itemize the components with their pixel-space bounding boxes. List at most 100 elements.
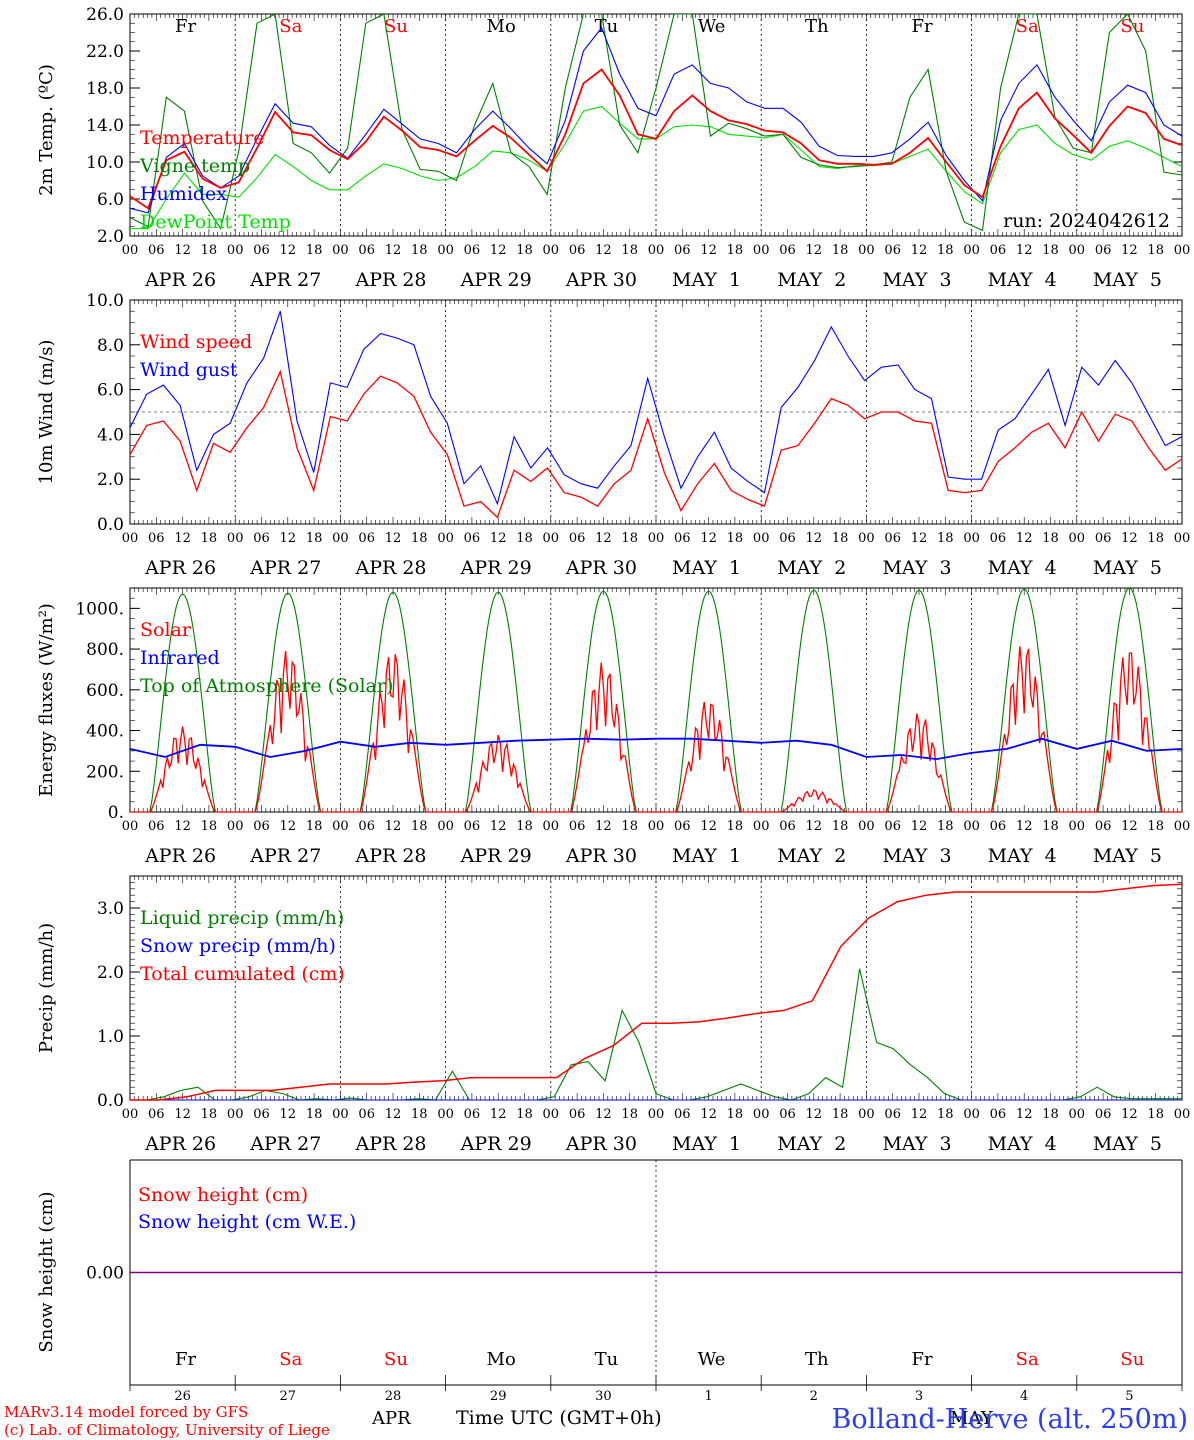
legend-entry: Snow precip (mm/h) xyxy=(140,935,336,957)
x-date-label: APR 29 xyxy=(460,1133,532,1155)
day-name-label: Su xyxy=(1120,16,1144,37)
x-hour-label: 12 xyxy=(806,819,823,834)
x-date-label: MAY 2 xyxy=(777,845,846,867)
x-hour-label: 18 xyxy=(201,819,218,834)
x-date-label: MAY 1 xyxy=(672,845,741,867)
legend-entry: Temperature xyxy=(140,127,264,149)
x-hour-label: 12 xyxy=(280,819,297,834)
x-hour-label: 06 xyxy=(674,531,691,546)
x-hour-label: 12 xyxy=(700,531,717,546)
x-hour-label: 12 xyxy=(1016,1107,1033,1122)
legend-entry: Snow height (cm W.E.) xyxy=(138,1211,356,1233)
footer-copyright-line: (c) Lab. of Climatology, University of L… xyxy=(4,1421,330,1439)
y-tick-label: 0. xyxy=(108,803,124,823)
x-hour-label: 06 xyxy=(884,531,901,546)
x-hour-label: 06 xyxy=(990,1107,1007,1122)
y-tick-label: 1.0 xyxy=(97,1027,124,1047)
x-hour-label: 00 xyxy=(437,531,454,546)
x-hour-label: 06 xyxy=(253,1107,270,1122)
legend-entry: Wind gust xyxy=(140,359,238,381)
panel-1-series xyxy=(130,14,1182,232)
x-hour-label: 06 xyxy=(1095,243,1112,258)
x-hour-label: 06 xyxy=(464,531,481,546)
y-axis-label: Snow height (cm) xyxy=(36,1191,57,1352)
footer-model-line: MARv3.14 model forced by GFS xyxy=(4,1403,248,1421)
x-date-label: MAY 5 xyxy=(1093,557,1162,579)
y-tick-label: 2.0 xyxy=(97,227,124,247)
x-hour-label: 00 xyxy=(122,243,139,258)
x-date-label: APR 28 xyxy=(354,845,426,867)
y-tick-label: 4.0 xyxy=(97,425,124,445)
x-hour-label: 18 xyxy=(1147,1107,1164,1122)
x-hour-label: 12 xyxy=(280,531,297,546)
x-hour-label: 06 xyxy=(779,531,796,546)
x-hour-label: 12 xyxy=(1121,819,1138,834)
x-hour-label: 00 xyxy=(753,1107,770,1122)
day-name-label: Tu xyxy=(595,16,619,37)
x-hour-label: 12 xyxy=(174,531,191,546)
x-hour-label: 18 xyxy=(411,1107,428,1122)
x-hour-label: 18 xyxy=(832,531,849,546)
x-hour-label: 18 xyxy=(306,243,323,258)
x-hour-label: 18 xyxy=(1147,819,1164,834)
x-hour-label: 06 xyxy=(148,819,165,834)
x-hour-label: 00 xyxy=(227,819,244,834)
x-date-label: APR 27 xyxy=(249,269,321,291)
x-date-label: MAY 4 xyxy=(988,845,1057,867)
x-hour-label: 06 xyxy=(569,531,586,546)
x-date-label: APR 30 xyxy=(565,269,637,291)
y-axis-label: Energy fluxes (W/m²) xyxy=(36,603,57,797)
y-tick-label: 0.00 xyxy=(86,1264,124,1284)
x-hour-label: 06 xyxy=(1095,819,1112,834)
y-axis-label: Precip (mm/h) xyxy=(36,923,57,1053)
x-date-label: APR 29 xyxy=(460,845,532,867)
y-tick-label: 22.0 xyxy=(86,42,124,62)
day-name-label: Su xyxy=(384,1349,408,1370)
x-date-label: APR 27 xyxy=(249,1133,321,1155)
x-hour-label: 06 xyxy=(779,819,796,834)
run-label: run: 2024042612 xyxy=(1003,210,1170,232)
x-hour-label: 18 xyxy=(621,531,638,546)
x-date-label: MAY 2 xyxy=(777,1133,846,1155)
y-tick-label: 0.0 xyxy=(97,515,124,535)
y-tick-label: 2.0 xyxy=(97,470,124,490)
x-hour-label: 06 xyxy=(990,243,1007,258)
x-hour-label: 12 xyxy=(490,243,507,258)
x-date-label: APR 26 xyxy=(144,269,216,291)
x-day-number: 3 xyxy=(915,1389,923,1404)
x-hour-label: 18 xyxy=(1147,243,1164,258)
x-hour-label: 06 xyxy=(569,1107,586,1122)
series-humidex xyxy=(130,26,1182,214)
x-hour-label: 18 xyxy=(201,243,218,258)
x-hour-label: 12 xyxy=(1121,1107,1138,1122)
y-tick-label: 8.0 xyxy=(97,336,124,356)
x-hour-label: 12 xyxy=(1016,819,1033,834)
x-hour-label: 00 xyxy=(227,1107,244,1122)
x-hour-label: 18 xyxy=(516,531,533,546)
x-hour-label: 18 xyxy=(1147,531,1164,546)
x-day-number: 28 xyxy=(385,1389,402,1404)
legend-entry: Top of Atmosphere (Solar) xyxy=(140,675,393,697)
x-hour-label: 18 xyxy=(411,819,428,834)
x-day-number: 5 xyxy=(1125,1389,1133,1404)
x-hour-label: 00 xyxy=(753,819,770,834)
x-hour-label: 12 xyxy=(595,1107,612,1122)
y-tick-label: 6.0 xyxy=(97,381,124,401)
footer-month-may: MAY xyxy=(950,1408,994,1429)
y-tick-label: 3.0 xyxy=(97,899,124,919)
x-hour-label: 18 xyxy=(306,819,323,834)
y-tick-label: 10.0 xyxy=(86,153,124,173)
x-hour-label: 06 xyxy=(464,243,481,258)
x-hour-label: 00 xyxy=(1069,1107,1086,1122)
x-date-label: MAY 3 xyxy=(882,557,951,579)
x-hour-label: 18 xyxy=(201,531,218,546)
day-name-label: Mo xyxy=(487,16,516,37)
x-date-label: APR 28 xyxy=(354,1133,426,1155)
x-hour-label: 00 xyxy=(963,819,980,834)
x-hour-label: 06 xyxy=(253,531,270,546)
x-hour-label: 18 xyxy=(201,1107,218,1122)
x-hour-label: 18 xyxy=(1042,531,1059,546)
legend-entry: Humidex xyxy=(140,183,227,205)
x-date-label: APR 29 xyxy=(460,557,532,579)
x-date-label: APR 27 xyxy=(249,557,321,579)
